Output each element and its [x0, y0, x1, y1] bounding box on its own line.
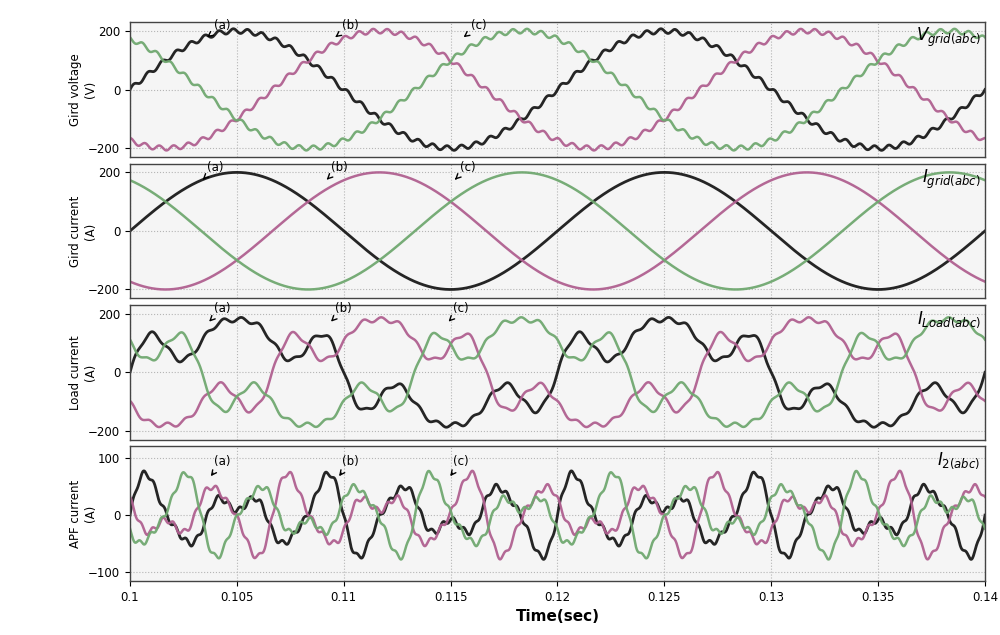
X-axis label: Time(sec): Time(sec): [516, 610, 600, 624]
Text: (c): (c): [451, 455, 469, 475]
Y-axis label: Load current
(A): Load current (A): [69, 335, 97, 410]
Text: (b): (b): [332, 302, 352, 321]
Text: (c): (c): [456, 161, 476, 179]
Text: $I_{2(abc)}$: $I_{2(abc)}$: [937, 450, 981, 471]
Text: $V_{grid(abc)}$: $V_{grid(abc)}$: [916, 26, 981, 50]
Text: $I_{Load(abc)}$: $I_{Load(abc)}$: [917, 309, 981, 330]
Y-axis label: Gird voltage
(V): Gird voltage (V): [69, 53, 97, 126]
Text: (c): (c): [450, 302, 469, 321]
Text: (b): (b): [340, 455, 359, 475]
Text: (a): (a): [208, 20, 230, 36]
Text: $I_{grid(abc)}$: $I_{grid(abc)}$: [922, 168, 981, 191]
Text: (b): (b): [336, 20, 359, 36]
Text: (a): (a): [212, 455, 230, 475]
Y-axis label: APF current
(A): APF current (A): [69, 479, 97, 548]
Text: (b): (b): [328, 161, 348, 179]
Text: (a): (a): [210, 302, 230, 321]
Text: (c): (c): [465, 20, 486, 36]
Y-axis label: Gird current
(A): Gird current (A): [69, 195, 97, 267]
Text: (a): (a): [204, 161, 224, 179]
